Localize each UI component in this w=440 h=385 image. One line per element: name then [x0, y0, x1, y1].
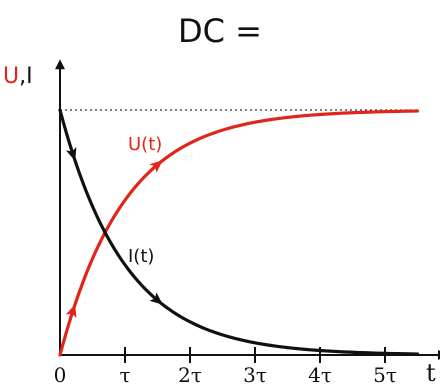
voltage-curve [58, 109, 420, 357]
y-label-part: ,I [19, 64, 32, 89]
y-axis-arrowhead [55, 59, 65, 70]
curve-direction-arrow [149, 292, 163, 305]
x-ticks: 0 τ 2τ 3τ 4τ 5τ [54, 347, 397, 385]
x-tick-label: 0 [54, 363, 67, 385]
series-labels: U(t) I(t) [128, 134, 162, 267]
curve-direction-arrow [65, 146, 77, 162]
y-label-part: U [3, 64, 19, 89]
curve-direction-arrow [149, 160, 163, 173]
current-label: I(t) [128, 246, 154, 267]
current-curve [58, 108, 420, 356]
x-tick-label: τ [119, 363, 130, 385]
curve-direction-arrow [65, 303, 77, 319]
x-axis-label: t [426, 359, 436, 385]
x-tick-label: 3τ [243, 363, 267, 385]
y-axis-label: U,I [3, 64, 33, 89]
x-tick-label: 2τ [178, 363, 202, 385]
voltage-label: U(t) [128, 134, 162, 155]
curves [58, 108, 420, 357]
axes [55, 59, 440, 360]
chart-title: DC = [178, 12, 262, 50]
x-tick-label: 5τ [373, 363, 397, 385]
x-tick-label: 4τ [308, 363, 332, 385]
